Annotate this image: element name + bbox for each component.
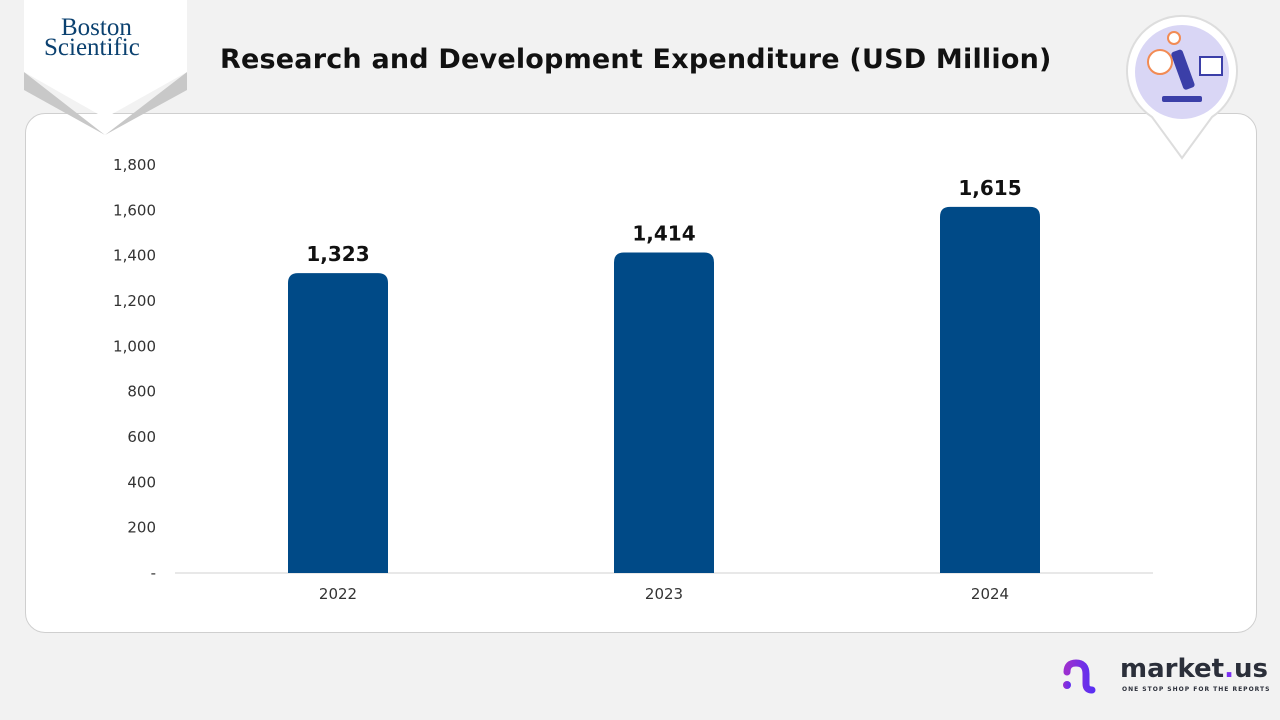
x-tick-label: 2023 (645, 585, 683, 603)
company-logo: Boston Scientific (44, 14, 140, 61)
y-tick-label: 600 (127, 428, 156, 446)
y-tick-label: 1,400 (113, 247, 156, 265)
data-label: 1,414 (632, 221, 695, 245)
microscope-lab-icon (1126, 14, 1238, 160)
y-tick-label: 1,000 (113, 337, 156, 355)
bar-2024 (940, 206, 1040, 573)
market-us-logo-mark (1063, 659, 1109, 694)
y-tick-label: 800 (127, 383, 156, 401)
market-us-tagline: ONE STOP SHOP FOR THE REPORTS (1122, 686, 1271, 693)
page-title: Research and Development Expenditure (US… (220, 44, 1052, 75)
market-us-wordmark: market.us (1120, 654, 1269, 684)
data-label: 1,323 (306, 242, 369, 266)
data-label: 1,615 (958, 176, 1021, 200)
y-tick-label: 200 (127, 519, 156, 537)
bar-2022 (288, 273, 388, 573)
x-tick-label: 2024 (971, 585, 1009, 603)
y-tick-label: 400 (127, 473, 156, 491)
bar-2023 (614, 252, 714, 573)
boston-scientific-logo-badge: Boston Scientific (24, 0, 187, 135)
y-tick-label: - (151, 564, 156, 582)
y-tick-label: 1,200 (113, 292, 156, 310)
y-tick-label: 1,600 (113, 201, 156, 219)
x-tick-label: 2022 (319, 585, 357, 603)
market-us-logo: market.us ONE STOP SHOP FOR THE REPORTS (1062, 654, 1269, 696)
y-tick-label: 1,800 (113, 156, 156, 174)
